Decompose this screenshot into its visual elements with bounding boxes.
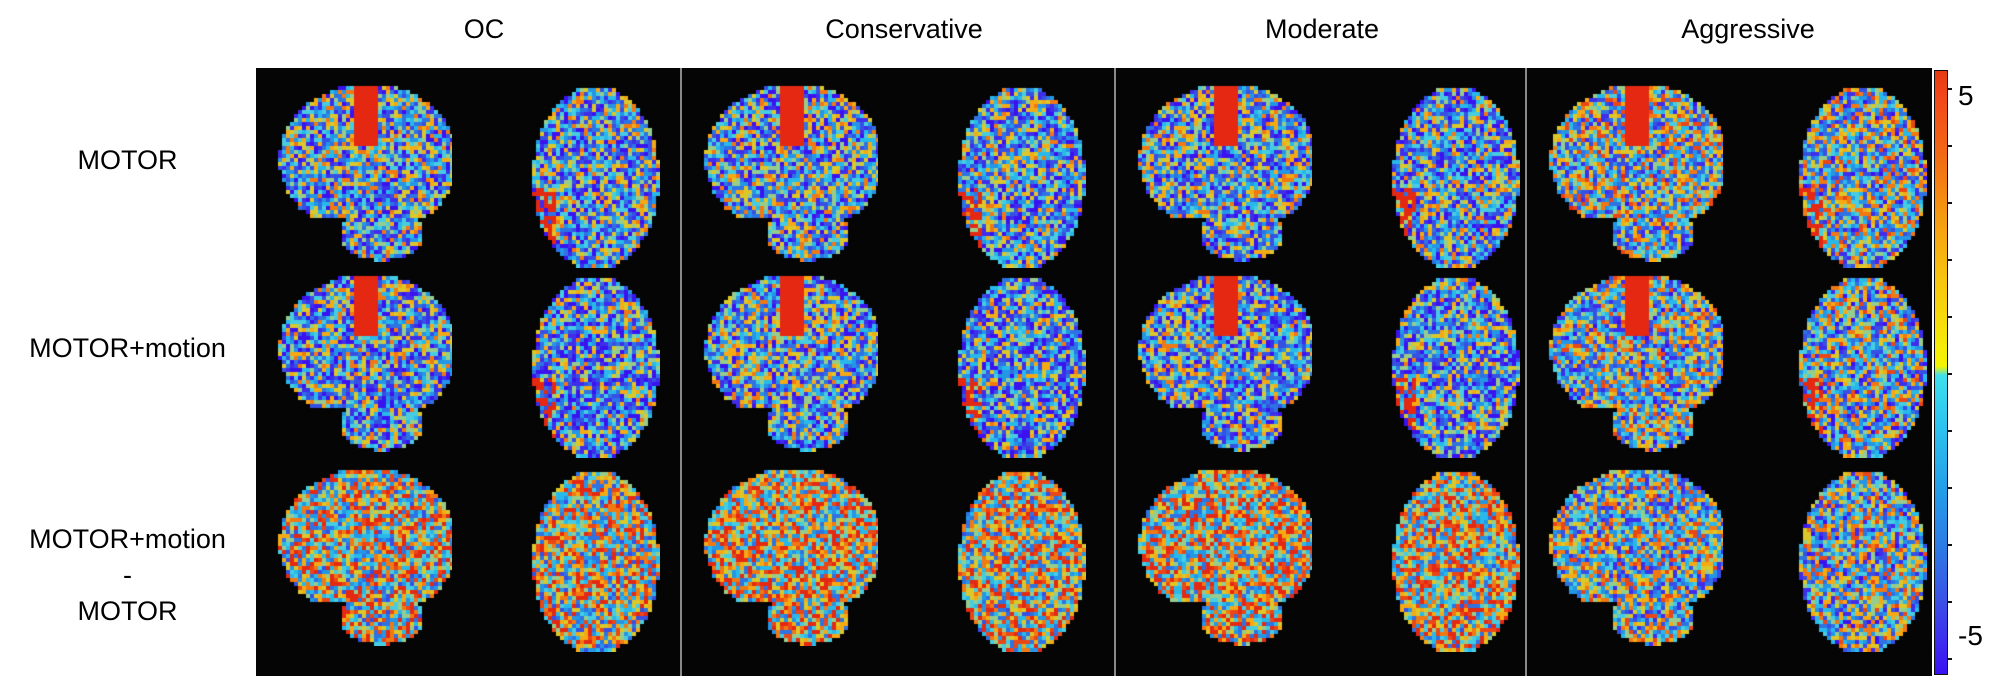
column-title-conservative: Conservative	[825, 14, 983, 44]
sagittal-slice-motor-conservative	[688, 82, 878, 262]
sagittal-slice-motor-aggressive	[1533, 82, 1723, 262]
axial-slice-motor-oc	[528, 84, 660, 268]
colorbar-tick	[1947, 373, 1952, 375]
axial-slice-motor-motion-minus-motor-oc	[528, 468, 660, 652]
colorbar-tick	[1947, 544, 1952, 546]
axial-slice-motor-motion-minus-motor-conservative	[954, 468, 1086, 652]
sagittal-slice-motor-motion-oc	[262, 272, 452, 452]
sagittal-slice-motor-moderate	[1122, 82, 1312, 262]
column-title-moderate: Moderate	[1264, 14, 1380, 44]
column-divider	[1525, 68, 1527, 676]
sagittal-slice-motor-motion-minus-motor-moderate	[1122, 466, 1312, 646]
sagittal-slice-motor-motion-minus-motor-oc	[262, 466, 452, 646]
colorbar-tick	[1947, 88, 1952, 90]
row-label-line: MOTOR+motion	[29, 333, 226, 363]
axial-slice-motor-aggressive	[1795, 84, 1927, 268]
axial-slice-motor-motion-aggressive	[1795, 274, 1927, 458]
colorbar-tick	[1947, 658, 1952, 660]
colorbar-tick	[1947, 487, 1952, 489]
colorbar-tick	[1947, 259, 1952, 261]
row-label-line: MOTOR	[77, 596, 178, 626]
colorbar-min-label: -5	[1958, 620, 1983, 651]
colorbar-tick	[1947, 145, 1952, 147]
axial-slice-motor-moderate	[1388, 84, 1520, 268]
row-label-line: MOTOR+motion	[29, 524, 226, 554]
row-label-line: MOTOR	[77, 145, 178, 175]
sagittal-slice-motor-oc	[262, 82, 452, 262]
row-label-motor-motion-minus-motor: MOTOR+motion - MOTOR	[0, 521, 255, 629]
sagittal-slice-motor-motion-minus-motor-conservative	[688, 466, 878, 646]
colorbar-tick	[1947, 601, 1952, 603]
axial-slice-motor-motion-moderate	[1388, 274, 1520, 458]
colorbar-tick	[1947, 430, 1952, 432]
column-title-oc: OC	[463, 14, 505, 44]
row-label-motor: MOTOR	[0, 142, 255, 178]
row-label-line: -	[123, 560, 132, 590]
axial-slice-motor-motion-conservative	[954, 274, 1086, 458]
axial-slice-motor-motion-minus-motor-aggressive	[1795, 468, 1927, 652]
axial-slice-motor-conservative	[954, 84, 1086, 268]
axial-slice-motor-motion-oc	[528, 274, 660, 458]
axial-slice-motor-motion-minus-motor-moderate	[1388, 468, 1520, 652]
column-divider	[1114, 68, 1116, 676]
row-label-motor-motion: MOTOR+motion	[0, 330, 255, 366]
sagittal-slice-motor-motion-conservative	[688, 272, 878, 452]
colorbar-max-label: 5	[1958, 80, 1974, 111]
colorbar-tick	[1947, 202, 1952, 204]
column-title-aggressive: Aggressive	[1681, 14, 1815, 44]
sagittal-slice-motor-motion-minus-motor-aggressive	[1533, 466, 1723, 646]
sagittal-slice-motor-motion-moderate	[1122, 272, 1312, 452]
sagittal-slice-motor-motion-aggressive	[1533, 272, 1723, 452]
colorbar	[1934, 70, 1948, 675]
colorbar-tick	[1947, 316, 1952, 318]
column-divider	[680, 68, 682, 676]
